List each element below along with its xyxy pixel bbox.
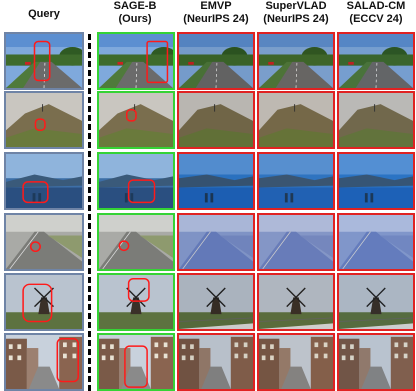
- query-divider: [88, 34, 91, 391]
- query-image: [4, 213, 84, 271]
- wrong-match-image: [177, 152, 255, 210]
- column-header-line: (NeurIPS 24): [263, 13, 329, 25]
- column-header-line: (Ours): [118, 13, 152, 25]
- column-header-supervlad: SuperVLAD (NeurIPS 24): [256, 0, 336, 26]
- query-image: [4, 91, 84, 149]
- wrong-match-image: [257, 32, 335, 90]
- column-header-query: Query: [4, 8, 84, 21]
- wrong-match-image: [337, 273, 415, 331]
- column-header-line: (NeurIPS 24): [183, 13, 249, 25]
- column-header-line: Query: [28, 8, 60, 20]
- wrong-match-image: [257, 273, 335, 331]
- column-header-sage-b: SAGE-B (Ours): [96, 0, 174, 26]
- wrong-match-image: [337, 333, 415, 391]
- correct-match-image: [97, 273, 175, 331]
- correct-match-image: [97, 91, 175, 149]
- wrong-match-image: [337, 213, 415, 271]
- wrong-match-image: [177, 91, 255, 149]
- column-header-line: (ECCV 24): [349, 13, 403, 25]
- wrong-match-image: [257, 91, 335, 149]
- column-header-emvp: EMVP (NeurIPS 24): [176, 0, 256, 26]
- query-image: [4, 32, 84, 90]
- correct-match-image: [97, 152, 175, 210]
- wrong-match-image: [177, 32, 255, 90]
- column-header-line: SuperVLAD: [265, 0, 327, 12]
- wrong-match-image: [257, 152, 335, 210]
- wrong-match-image: [177, 333, 255, 391]
- correct-match-image: [97, 213, 175, 271]
- column-header-salad-cm: SALAD-CM (ECCV 24): [336, 0, 416, 26]
- wrong-match-image: [337, 152, 415, 210]
- wrong-match-image: [337, 32, 415, 90]
- query-image: [4, 333, 84, 391]
- wrong-match-image: [337, 91, 415, 149]
- column-header-line: EMVP: [200, 0, 232, 12]
- wrong-match-image: [257, 333, 335, 391]
- correct-match-image: [97, 32, 175, 90]
- correct-match-image: [97, 333, 175, 391]
- wrong-match-image: [257, 213, 335, 271]
- query-image: [4, 273, 84, 331]
- wrong-match-image: [177, 273, 255, 331]
- query-image: [4, 152, 84, 210]
- wrong-match-image: [177, 213, 255, 271]
- column-header-line: SALAD-CM: [346, 0, 406, 12]
- column-header-line: SAGE-B: [113, 0, 157, 12]
